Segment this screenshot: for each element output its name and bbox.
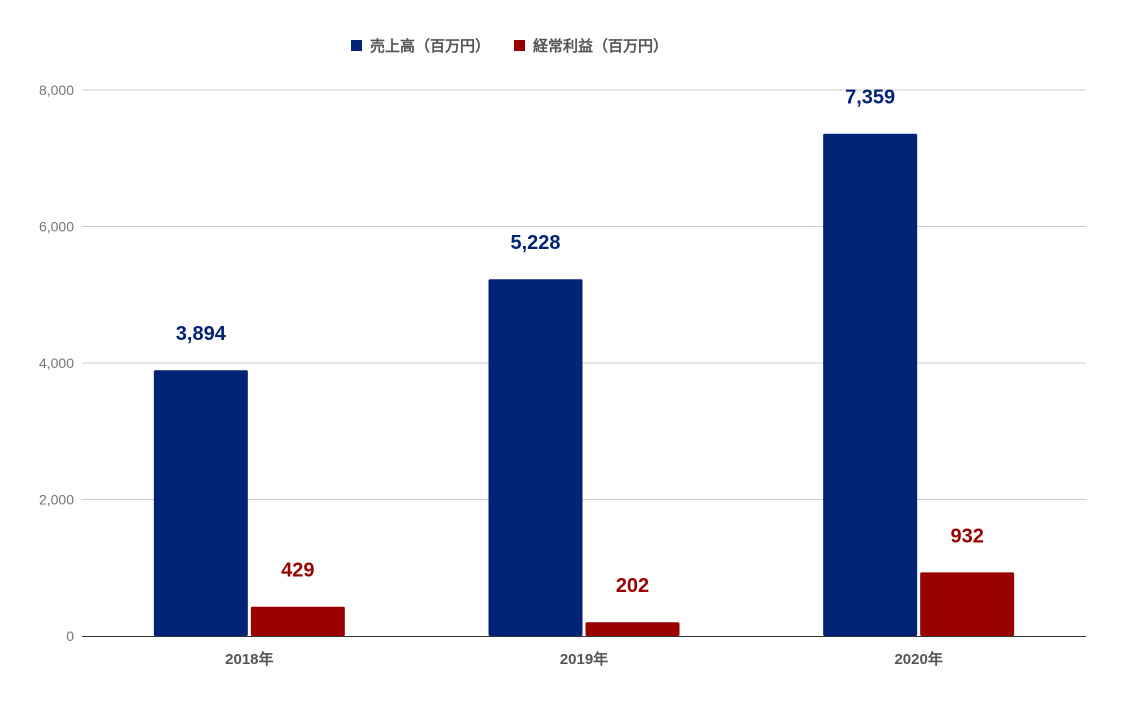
x-tick-label: 2020年 xyxy=(894,650,942,668)
y-tick-label: 4,000 xyxy=(39,355,74,371)
y-axis-tick-labels: 0 2,000 4,000 6,000 8,000 xyxy=(39,82,74,644)
bar-ordinary-profit-2 xyxy=(920,572,1015,636)
y-tick-label: 6,000 xyxy=(39,219,74,235)
x-tick-label: 2019年 xyxy=(560,650,608,668)
legend-label-ordinary-profit: 経常利益（百万円） xyxy=(533,37,668,55)
data-labels: 3,894 429 5,228 202 7,359 932 xyxy=(176,87,984,597)
x-axis-tick-labels: 2018年 2019年 2020年 xyxy=(225,650,943,668)
bar-ordinary-profit-1 xyxy=(585,622,680,636)
gridlines xyxy=(82,89,1086,500)
data-label-ordinary-profit-2: 932 xyxy=(950,525,983,547)
bars xyxy=(153,133,1015,637)
data-label-ordinary-profit-1: 202 xyxy=(616,575,649,597)
data-label-ordinary-profit-0: 429 xyxy=(281,560,314,582)
bar-sales-0 xyxy=(153,370,248,636)
bar-ordinary-profit-0 xyxy=(250,606,345,636)
bar-sales-1 xyxy=(488,279,583,636)
legend-label-sales: 売上高（百万円） xyxy=(370,37,490,55)
bar-sales-2 xyxy=(823,133,918,637)
data-label-sales-1: 5,228 xyxy=(510,232,560,254)
data-label-sales-2: 7,359 xyxy=(845,87,895,109)
legend: 売上高（百万円） 経常利益（百万円） xyxy=(351,37,668,55)
legend-swatch-sales xyxy=(351,40,362,51)
legend-swatch-ordinary-profit xyxy=(514,40,525,51)
x-tick-label: 2018年 xyxy=(225,650,273,668)
y-tick-label: 2,000 xyxy=(39,492,74,508)
data-label-sales-0: 3,894 xyxy=(176,323,227,345)
y-tick-label: 0 xyxy=(66,628,74,644)
y-tick-label: 8,000 xyxy=(39,82,74,98)
